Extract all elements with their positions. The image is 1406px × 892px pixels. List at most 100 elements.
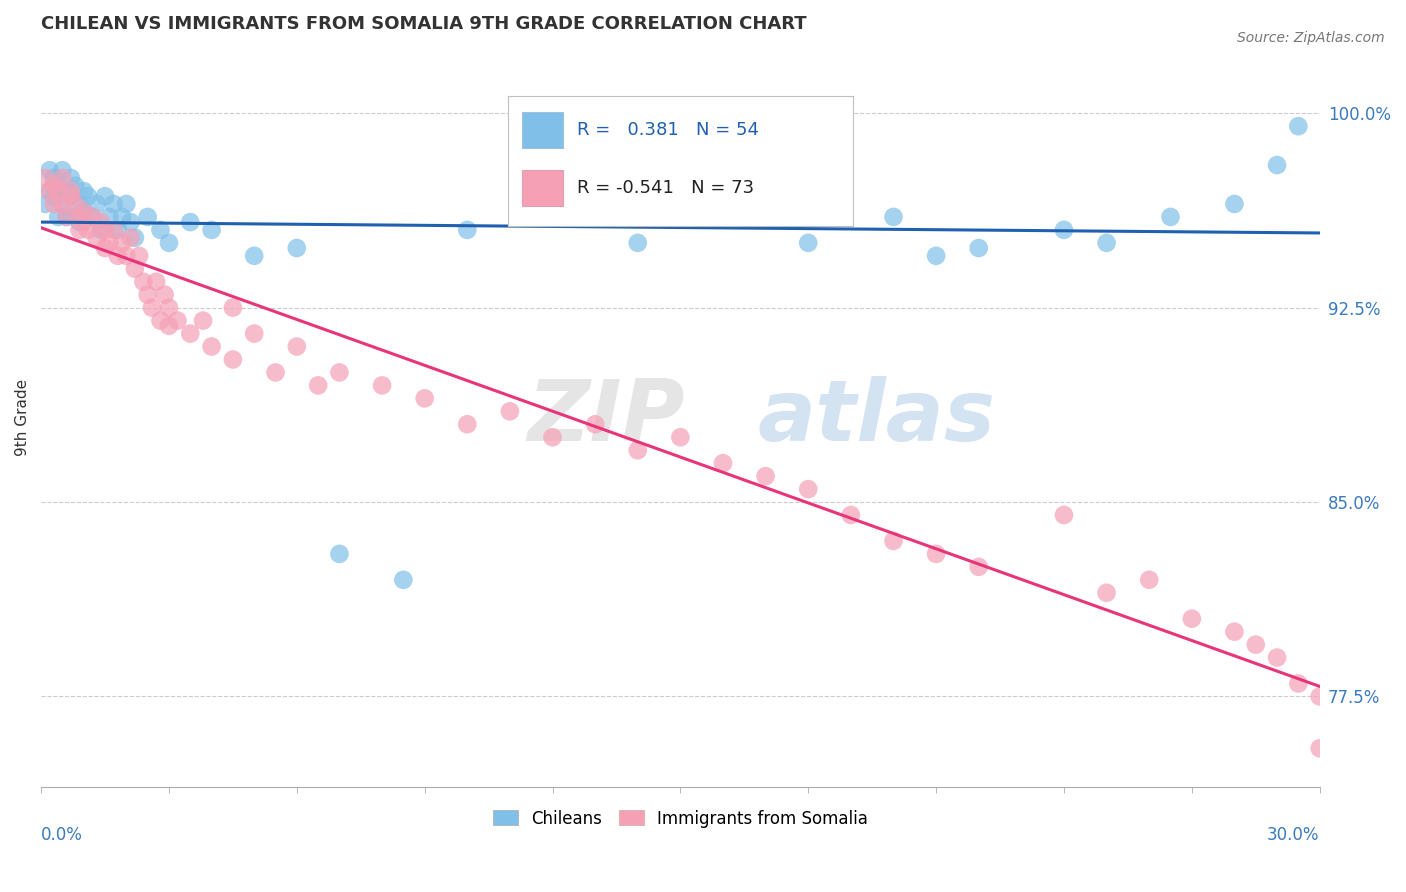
Point — [77, 189, 100, 203]
Point — [111, 210, 134, 224]
Point — [222, 301, 245, 315]
Point — [51, 163, 73, 178]
Point — [59, 171, 82, 186]
Point — [107, 249, 129, 263]
Text: 30.0%: 30.0% — [1267, 826, 1320, 844]
Point — [499, 404, 522, 418]
Point — [149, 313, 172, 327]
Point — [59, 189, 82, 203]
Point — [94, 189, 117, 203]
Point — [73, 184, 96, 198]
Point — [191, 313, 214, 327]
Point — [103, 197, 125, 211]
Point — [285, 241, 308, 255]
Point — [839, 508, 862, 522]
Legend: Chileans, Immigrants from Somalia: Chileans, Immigrants from Somalia — [486, 803, 875, 834]
Point — [392, 573, 415, 587]
Point — [285, 339, 308, 353]
Point — [124, 230, 146, 244]
Text: CHILEAN VS IMMIGRANTS FROM SOMALIA 9TH GRADE CORRELATION CHART: CHILEAN VS IMMIGRANTS FROM SOMALIA 9TH G… — [41, 15, 807, 33]
Point — [1265, 650, 1288, 665]
Point — [1223, 624, 1246, 639]
Point — [157, 235, 180, 250]
Point — [42, 189, 65, 203]
Point — [200, 223, 222, 237]
Point — [94, 241, 117, 255]
Point — [925, 249, 948, 263]
Point — [1160, 210, 1182, 224]
Point — [153, 287, 176, 301]
Point — [243, 249, 266, 263]
Point — [541, 430, 564, 444]
Point — [69, 197, 91, 211]
Point — [42, 178, 65, 193]
Text: Source: ZipAtlas.com: Source: ZipAtlas.com — [1237, 31, 1385, 45]
Point — [115, 197, 138, 211]
Point — [1265, 158, 1288, 172]
Point — [63, 178, 86, 193]
Point — [69, 215, 91, 229]
Point — [179, 215, 201, 229]
Text: ZIP: ZIP — [527, 376, 685, 459]
Text: 0.0%: 0.0% — [41, 826, 83, 844]
Point — [136, 287, 159, 301]
Text: atlas: atlas — [756, 376, 995, 459]
Point — [222, 352, 245, 367]
Point — [797, 235, 820, 250]
Point — [77, 223, 100, 237]
Point — [157, 318, 180, 333]
Point — [307, 378, 329, 392]
Point — [120, 230, 142, 244]
Point — [141, 301, 163, 315]
Point — [1223, 197, 1246, 211]
Point — [51, 171, 73, 186]
Point — [371, 378, 394, 392]
Point — [733, 197, 755, 211]
Point — [82, 210, 104, 224]
Point — [541, 210, 564, 224]
Point — [55, 210, 77, 224]
Point — [34, 171, 56, 186]
Point — [882, 533, 904, 548]
Point — [69, 210, 91, 224]
Point — [42, 171, 65, 186]
Point — [145, 275, 167, 289]
Point — [264, 366, 287, 380]
Point — [967, 241, 990, 255]
Point — [59, 184, 82, 198]
Point — [1244, 638, 1267, 652]
Point — [90, 223, 112, 237]
Point — [38, 163, 60, 178]
Point — [1053, 508, 1076, 522]
Point — [63, 210, 86, 224]
Point — [73, 204, 96, 219]
Point — [55, 210, 77, 224]
Point — [1286, 119, 1309, 133]
Point — [124, 261, 146, 276]
Point — [456, 417, 478, 432]
Point — [1095, 235, 1118, 250]
Point — [98, 235, 121, 250]
Point — [583, 417, 606, 432]
Point — [38, 184, 60, 198]
Point — [46, 178, 69, 193]
Point — [42, 197, 65, 211]
Point — [413, 392, 436, 406]
Point — [200, 339, 222, 353]
Point — [82, 210, 104, 224]
Point — [157, 301, 180, 315]
Point — [86, 197, 108, 211]
Point — [69, 223, 91, 237]
Point — [115, 249, 138, 263]
Point — [179, 326, 201, 341]
Point — [755, 469, 778, 483]
Point — [90, 215, 112, 229]
Point — [1309, 741, 1331, 756]
Point — [94, 223, 117, 237]
Point — [98, 210, 121, 224]
Point — [627, 235, 650, 250]
Point — [136, 210, 159, 224]
Point — [149, 223, 172, 237]
Point — [967, 559, 990, 574]
Point — [132, 275, 155, 289]
